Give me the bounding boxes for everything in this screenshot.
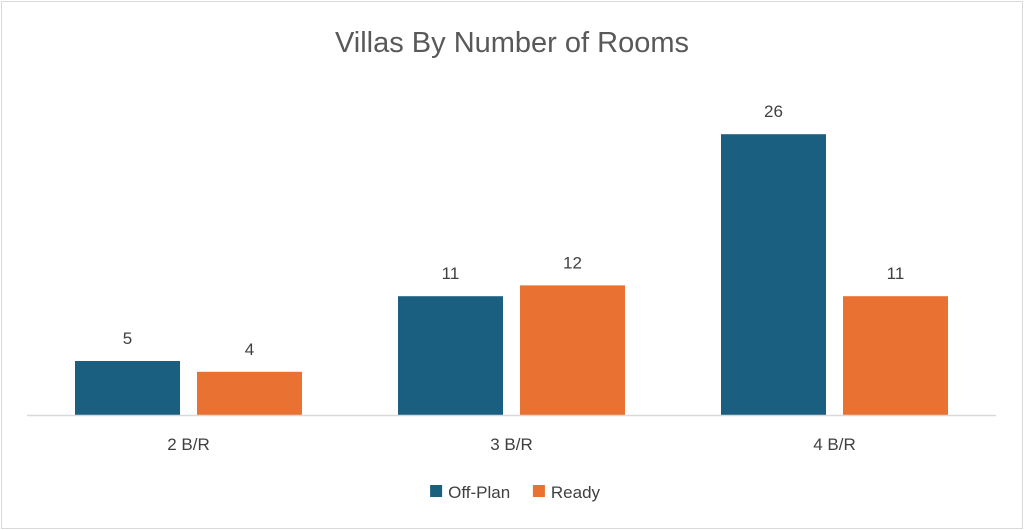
bar-off-plan-2	[398, 296, 503, 415]
bar-ready-3	[843, 296, 948, 415]
data-label-ready-1: 4	[245, 340, 254, 359]
bar-off-plan-1	[75, 361, 180, 415]
bars-layer: 5 4 11 12 26 11	[75, 102, 948, 415]
legend: Off-Plan Ready	[430, 483, 601, 502]
x-tick-label: 2 B/R	[167, 435, 210, 454]
x-tick-label: 3 B/R	[490, 435, 533, 454]
data-label-ready-2: 12	[563, 253, 582, 272]
data-label-off-plan-2: 11	[442, 264, 460, 283]
legend-label-ready: Ready	[551, 483, 601, 502]
legend-label-off-plan: Off-Plan	[448, 483, 510, 502]
chart-title: Villas By Number of Rooms	[335, 27, 689, 59]
data-label-ready-3: 11	[887, 264, 905, 283]
bar-ready-2	[520, 285, 625, 415]
x-tick-label: 4 B/R	[813, 435, 856, 454]
data-label-off-plan-3: 26	[764, 102, 783, 121]
x-tick-labels: 2 B/R 3 B/R 4 B/R	[167, 435, 856, 454]
bar-ready-1	[197, 371, 302, 415]
data-label-off-plan-1: 5	[123, 329, 132, 348]
legend-swatch-off-plan	[430, 485, 443, 497]
legend-swatch-ready	[532, 485, 545, 497]
bar-off-plan-3	[721, 134, 826, 415]
